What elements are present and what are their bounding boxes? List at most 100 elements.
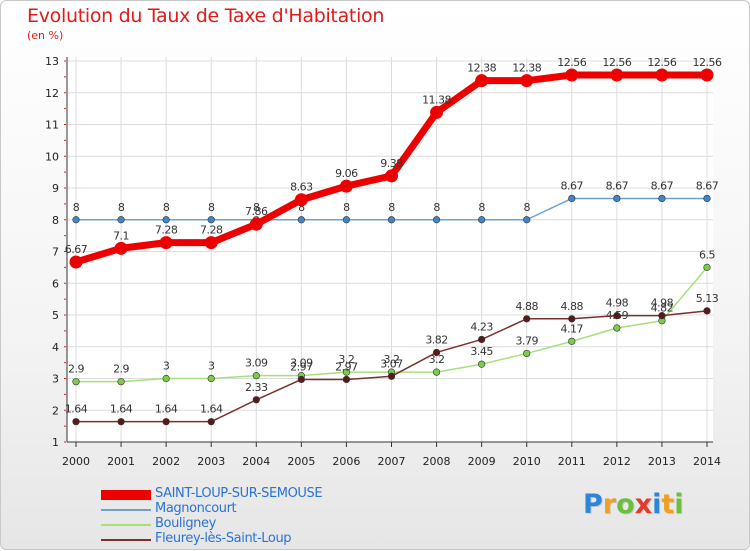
data-label: 4.17 — [561, 322, 584, 335]
data-point — [117, 418, 125, 426]
data-label: 3.09 — [245, 357, 268, 370]
data-label: 11.38 — [422, 93, 451, 106]
data-point — [703, 263, 711, 271]
data-point — [703, 194, 711, 203]
data-label: 8 — [478, 201, 485, 214]
y-tick-label: 7 — [52, 246, 59, 259]
data-point — [385, 169, 398, 183]
data-label: 3.79 — [515, 334, 538, 347]
data-point — [252, 396, 260, 404]
data-point — [342, 375, 351, 384]
data-label: 3.45 — [470, 345, 493, 358]
data-label: 4.23 — [470, 320, 493, 333]
data-label: 1.64 — [110, 403, 133, 416]
data-label: 8 — [163, 201, 170, 214]
legend-swatch — [101, 539, 151, 541]
data-point — [72, 418, 80, 426]
y-tick-label: 1 — [52, 436, 59, 449]
x-tick-label: 2013 — [648, 455, 676, 468]
legend-label: Bouligney — [155, 516, 216, 531]
data-label: 8.63 — [290, 181, 313, 194]
data-point — [613, 324, 621, 332]
x-tick-label: 2012 — [603, 455, 631, 468]
data-label: 3.2 — [384, 353, 400, 366]
data-point — [207, 374, 215, 383]
data-point — [432, 348, 441, 357]
logo-letter: x — [634, 489, 653, 520]
legend-swatch — [101, 490, 151, 500]
data-point — [207, 216, 215, 224]
data-point — [162, 418, 170, 426]
data-label: 1.64 — [200, 403, 223, 416]
x-tick-label: 2007 — [378, 455, 406, 468]
data-point — [658, 312, 666, 320]
data-label: 5.13 — [696, 292, 719, 305]
data-point — [700, 68, 714, 82]
data-point — [432, 216, 441, 224]
x-tick-label: 2001 — [107, 455, 135, 468]
data-label: 2.33 — [245, 381, 268, 394]
data-point — [568, 315, 576, 323]
y-tick-label: 5 — [52, 309, 59, 322]
data-label: 9.38 — [380, 157, 403, 170]
plot-area — [67, 57, 713, 442]
data-point — [478, 335, 486, 344]
data-label: 12.56 — [602, 56, 631, 69]
legend-label: Magnoncourt — [155, 501, 237, 516]
data-label: 8 — [343, 201, 350, 214]
data-point — [523, 216, 531, 224]
data-point — [252, 372, 260, 380]
data-point — [69, 255, 83, 269]
data-label: 4.98 — [606, 297, 629, 310]
data-label: 1.64 — [65, 403, 88, 416]
data-label: 1.64 — [155, 403, 178, 416]
data-point — [568, 194, 576, 203]
logo-letter: t — [661, 489, 675, 520]
data-point — [72, 216, 80, 224]
data-point — [565, 68, 579, 82]
data-point — [117, 216, 125, 224]
data-point — [523, 349, 531, 358]
proxiti-logo: Proxiti — [583, 489, 684, 520]
data-point — [703, 307, 711, 315]
data-point — [159, 236, 173, 250]
data-label: 7.28 — [155, 224, 178, 237]
data-label: 12.56 — [647, 56, 676, 69]
data-point — [204, 236, 218, 250]
data-label: 7.86 — [245, 205, 268, 218]
data-label: 6.67 — [65, 243, 88, 256]
data-label: 3 — [163, 360, 170, 373]
data-point — [72, 378, 80, 386]
data-label: 8 — [208, 201, 215, 214]
x-tick-label: 2010 — [513, 455, 541, 468]
data-label: 4.82 — [651, 302, 674, 315]
chart-title: Evolution du Taux de Taxe d'Habitation — [27, 5, 385, 27]
data-point — [523, 315, 531, 323]
data-point — [117, 378, 125, 386]
data-point — [568, 337, 576, 345]
data-point — [655, 68, 669, 82]
x-tick-label: 2002 — [152, 455, 180, 468]
data-point — [207, 418, 215, 426]
data-point — [342, 216, 351, 224]
data-label: 8 — [433, 201, 440, 214]
y-tick-label: 10 — [45, 150, 59, 163]
x-tick-label: 2005 — [287, 455, 315, 468]
legend-swatch — [101, 524, 151, 526]
data-point — [339, 179, 353, 193]
data-label: 4.88 — [515, 300, 538, 313]
x-tick-label: 2000 — [62, 455, 90, 468]
data-point — [613, 194, 621, 203]
data-label: 3.07 — [380, 357, 403, 370]
data-label: 3 — [208, 360, 215, 373]
data-label: 8.67 — [561, 179, 584, 192]
data-label: 8 — [523, 201, 530, 214]
data-label: 3.2 — [338, 353, 354, 366]
chart-legend: SAINT-LOUP-SUR-SEMOUSE Magnoncourt Boulign… — [101, 486, 421, 547]
data-point — [432, 368, 441, 376]
legend-item: Bouligney — [101, 516, 421, 532]
chart-unit-subtitle: (en %) — [27, 29, 64, 42]
data-label: 8 — [253, 201, 260, 214]
